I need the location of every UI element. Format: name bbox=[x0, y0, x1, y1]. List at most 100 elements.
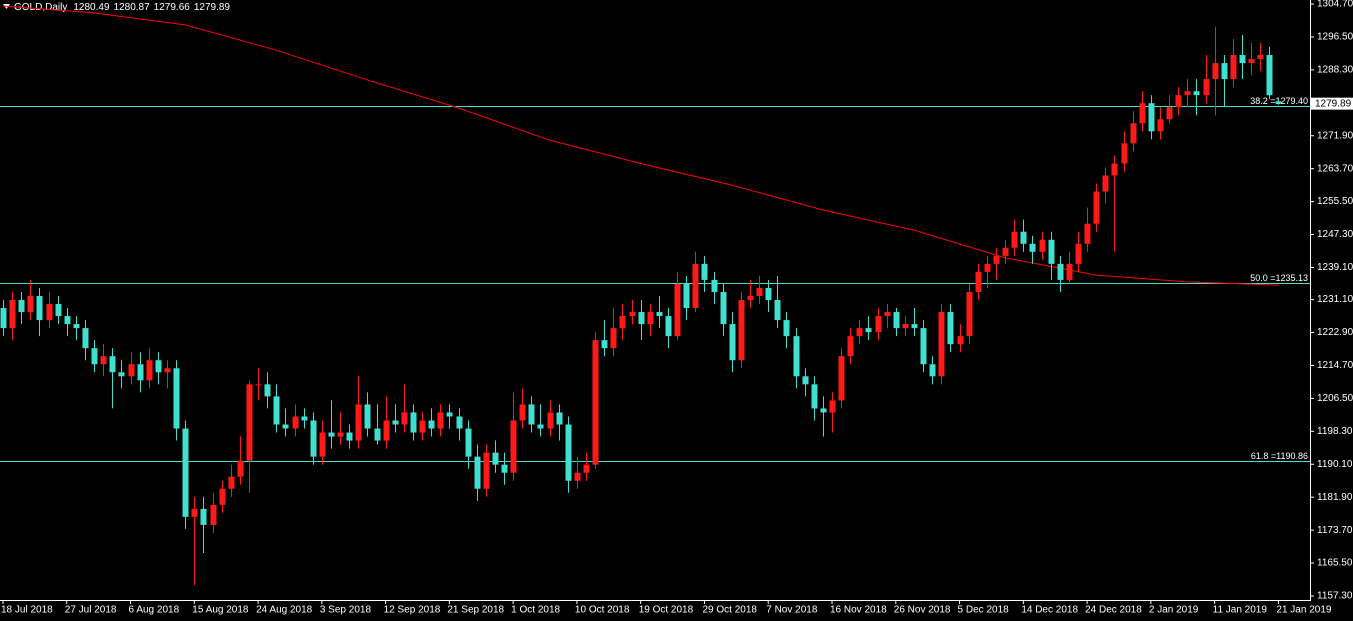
candle-body bbox=[437, 412, 444, 429]
candle-body bbox=[1093, 191, 1100, 224]
candle-body bbox=[292, 416, 299, 429]
candle-body bbox=[18, 300, 25, 313]
candle-body bbox=[137, 364, 144, 381]
x-tick-label: 7 Nov 2018 bbox=[766, 605, 818, 616]
candle-body bbox=[228, 476, 235, 489]
candle-body bbox=[392, 420, 399, 425]
candle-body bbox=[920, 328, 927, 365]
candle-body bbox=[1239, 55, 1246, 64]
y-tick-label: 1231.10 bbox=[1317, 294, 1353, 305]
candle-body bbox=[902, 324, 909, 329]
candle-body bbox=[346, 432, 353, 441]
candle-body bbox=[465, 428, 472, 457]
candle-body bbox=[756, 287, 763, 296]
candle-body bbox=[1275, 101, 1282, 104]
x-tick-label: 29 Oct 2018 bbox=[702, 605, 757, 616]
x-tick-label: 10 Oct 2018 bbox=[575, 605, 630, 616]
candle-body bbox=[1257, 55, 1264, 60]
candle-body bbox=[446, 412, 453, 417]
candle-body bbox=[793, 336, 800, 377]
candle-body bbox=[720, 291, 727, 325]
x-tick-label: 11 Jan 2019 bbox=[1213, 605, 1268, 616]
candle-body bbox=[1266, 55, 1273, 96]
y-tick-label: 1181.90 bbox=[1317, 492, 1353, 503]
candle-body bbox=[128, 364, 135, 377]
candle-body bbox=[975, 271, 982, 292]
candle-body bbox=[1111, 163, 1118, 176]
candle-body bbox=[237, 460, 244, 477]
candle-body bbox=[483, 452, 490, 489]
candle-body bbox=[1075, 243, 1082, 264]
candle-body bbox=[155, 360, 162, 373]
candle-body bbox=[55, 304, 62, 317]
candle-body bbox=[401, 412, 408, 425]
candle-body bbox=[173, 368, 180, 429]
candle-body bbox=[993, 255, 1000, 264]
candle-body bbox=[1212, 63, 1219, 80]
candle-body bbox=[301, 416, 308, 421]
candle-body bbox=[374, 428, 381, 441]
candle-body bbox=[100, 356, 107, 365]
candle-body bbox=[1121, 143, 1128, 164]
candle-body bbox=[838, 356, 845, 401]
candle-body bbox=[1184, 91, 1191, 96]
candle-body bbox=[783, 320, 790, 337]
x-tick-label: 18 Jul 2018 bbox=[1, 605, 53, 616]
y-tick-label: 1173.70 bbox=[1317, 525, 1353, 536]
candle-body bbox=[64, 316, 71, 325]
candle-body bbox=[492, 452, 499, 465]
candle-body bbox=[255, 384, 262, 386]
candle-body bbox=[419, 420, 426, 433]
candle-body bbox=[1066, 263, 1073, 280]
candle-body bbox=[164, 368, 171, 373]
candle-body bbox=[1148, 103, 1155, 132]
candle-body bbox=[583, 464, 590, 473]
candle-body bbox=[802, 376, 809, 385]
candle-body bbox=[219, 488, 226, 505]
candle-body bbox=[1157, 119, 1164, 132]
candle-body bbox=[328, 432, 335, 437]
candle-body bbox=[1029, 243, 1036, 252]
candle-body bbox=[210, 504, 217, 525]
symbol-title: GOLD,Daily bbox=[14, 2, 67, 13]
candle-body bbox=[510, 420, 517, 473]
candle-body bbox=[9, 300, 16, 329]
y-tick-label: 1288.30 bbox=[1317, 65, 1353, 76]
candle-body bbox=[428, 420, 435, 429]
x-tick-label: 1 Oct 2018 bbox=[511, 605, 560, 616]
candle-body bbox=[829, 400, 836, 413]
y-tick-label: 1255.50 bbox=[1317, 196, 1353, 207]
candle-body bbox=[501, 464, 508, 473]
x-tick-label: 14 Dec 2018 bbox=[1021, 605, 1078, 616]
candle-body bbox=[574, 472, 581, 481]
candle-body bbox=[1011, 231, 1018, 248]
candle-body bbox=[1193, 91, 1200, 96]
candle-body bbox=[875, 316, 882, 333]
candle-body bbox=[929, 364, 936, 377]
x-tick-label: 12 Sep 2018 bbox=[384, 605, 441, 616]
y-tick-label: 1304.70 bbox=[1317, 0, 1353, 10]
candle-body bbox=[528, 404, 535, 425]
candle-body bbox=[519, 404, 526, 421]
candle-body bbox=[73, 324, 80, 329]
y-tick-label: 1165.50 bbox=[1317, 558, 1353, 569]
y-tick-label: 1239.10 bbox=[1317, 262, 1353, 273]
candle-body bbox=[456, 416, 463, 429]
candle-body bbox=[27, 295, 34, 313]
candle-body bbox=[146, 360, 153, 381]
x-tick-label: 27 Jul 2018 bbox=[65, 605, 117, 616]
candle-body bbox=[337, 432, 344, 437]
x-tick-label: 19 Oct 2018 bbox=[639, 605, 694, 616]
candle-body bbox=[656, 312, 663, 317]
x-tick-label: 21 Jan 2019 bbox=[1276, 605, 1331, 616]
x-tick-label: 26 Nov 2018 bbox=[894, 605, 951, 616]
y-tick-label: 1157.30 bbox=[1317, 591, 1353, 602]
candle-body bbox=[647, 312, 654, 325]
level-label: 61.8 =1190.86 bbox=[1251, 451, 1308, 461]
candle-body bbox=[1039, 239, 1046, 252]
candle-body bbox=[1020, 231, 1027, 244]
x-tick-label: 16 Nov 2018 bbox=[830, 605, 887, 616]
x-tick-label: 21 Sep 2018 bbox=[447, 605, 504, 616]
candle-body bbox=[601, 340, 608, 349]
